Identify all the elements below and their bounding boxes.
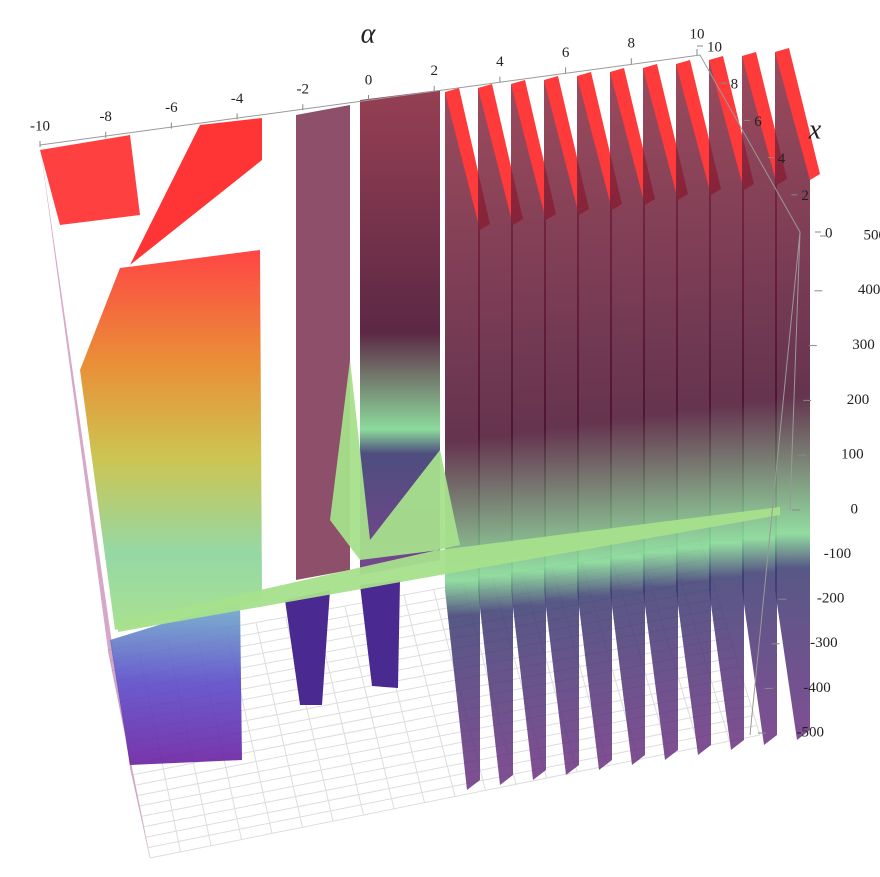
- z-tick-label: -200: [817, 591, 845, 607]
- box-edge: [39, 54, 801, 511]
- alpha-tick-label: 6: [562, 45, 570, 61]
- x-axis-label: x: [808, 114, 822, 145]
- alpha-tick-label: -2: [297, 82, 310, 98]
- z-tick-label: -400: [803, 680, 831, 696]
- floor-grid-line: [149, 734, 761, 859]
- fin-top: [775, 48, 820, 180]
- fin-side: [643, 68, 678, 760]
- x-tick-label: 2: [801, 188, 809, 204]
- fins: [445, 48, 820, 790]
- x-tick-label: 10: [707, 39, 722, 55]
- alpha-tick-label: -8: [99, 109, 112, 125]
- fin-side: [478, 88, 513, 785]
- surface-top: [40, 135, 140, 225]
- fin-side: [610, 72, 645, 765]
- fin-side: [577, 76, 612, 770]
- surface-dip: [285, 590, 330, 705]
- surface-plane: [118, 360, 780, 632]
- alpha-tick-label: 2: [430, 63, 438, 79]
- z-tick-label: 300: [852, 337, 875, 353]
- fin-side: [445, 92, 480, 790]
- axes: -10-8-6-4-202468100246810-500-400-300-20…: [30, 26, 880, 740]
- x-tick-label: 4: [778, 151, 786, 167]
- x-tick-label: 0: [825, 225, 833, 241]
- fin-side: [511, 84, 546, 780]
- box-edge: [749, 231, 801, 736]
- alpha-tick-label: -10: [30, 118, 50, 134]
- alpha-axis-label: α: [361, 18, 377, 49]
- fin-side: [709, 60, 744, 750]
- fin-side: [742, 56, 777, 745]
- surface-fin: [296, 105, 350, 580]
- surface-dip: [360, 580, 400, 688]
- z-tick-label: -500: [797, 724, 825, 740]
- floor-grid-line: [141, 695, 749, 817]
- z-tick-label: 500: [864, 227, 880, 243]
- surface-top: [130, 118, 262, 265]
- z-tick-label: -100: [824, 546, 852, 562]
- z-tick-label: 100: [841, 447, 864, 463]
- alpha-tick-label: 4: [496, 54, 504, 70]
- alpha-tick-label: -6: [165, 100, 178, 116]
- x-tick-label: 8: [731, 77, 739, 93]
- fin-side: [775, 52, 810, 740]
- alpha-tick-label: 10: [690, 26, 705, 42]
- alpha-tick-label: 8: [628, 36, 636, 52]
- surface-under: [110, 600, 242, 765]
- z-tick-label: 400: [858, 282, 880, 298]
- alpha-tick-label: 0: [365, 72, 373, 88]
- x-tick-label: 6: [754, 114, 762, 130]
- fin-side: [676, 64, 711, 755]
- surface-sheet: [80, 250, 262, 630]
- floor-grid-line: [145, 715, 755, 838]
- z-tick-label: 200: [847, 392, 870, 408]
- alpha-tick-label: -4: [231, 91, 244, 107]
- floor-grid-line: [147, 724, 758, 849]
- z-tick-label: -300: [810, 635, 838, 651]
- surface-fin: [360, 90, 440, 575]
- z-tick-label: 0: [851, 501, 859, 517]
- floor-grid-line: [143, 705, 752, 828]
- fin-side: [544, 80, 579, 775]
